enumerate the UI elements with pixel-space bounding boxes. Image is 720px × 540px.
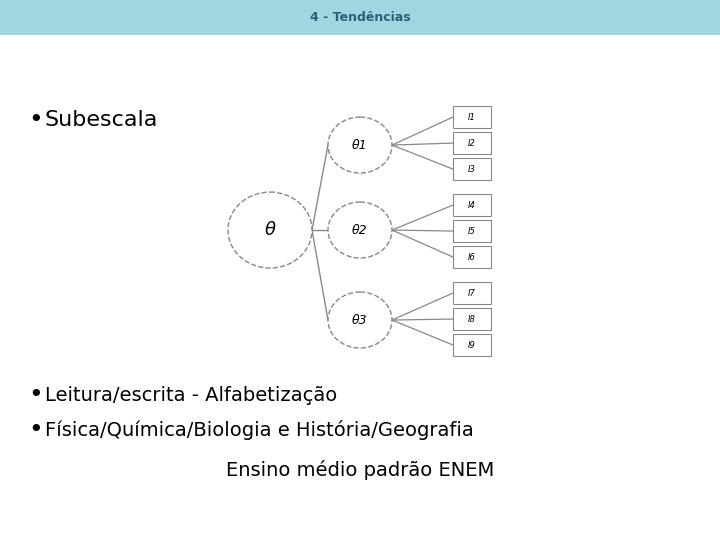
FancyBboxPatch shape [453, 132, 491, 154]
Text: Subescala: Subescala [45, 110, 158, 130]
Ellipse shape [328, 117, 392, 173]
Ellipse shape [328, 292, 392, 348]
Text: I6: I6 [468, 253, 476, 261]
FancyBboxPatch shape [453, 246, 491, 268]
Text: Leitura/escrita - Alfabetização: Leitura/escrita - Alfabetização [45, 386, 337, 404]
Text: I3: I3 [468, 165, 476, 173]
FancyBboxPatch shape [453, 158, 491, 180]
Text: I9: I9 [468, 341, 476, 349]
Text: •: • [28, 383, 42, 407]
Text: •: • [28, 108, 42, 132]
Text: θ: θ [264, 221, 276, 239]
Text: Ensino médio padrão ENEM: Ensino médio padrão ENEM [226, 460, 494, 480]
Text: θ1: θ1 [352, 139, 368, 152]
Text: I8: I8 [468, 314, 476, 323]
Text: θ2: θ2 [352, 224, 368, 237]
Text: 4 - Tendências: 4 - Tendências [310, 11, 410, 24]
Text: θ3: θ3 [352, 314, 368, 327]
Text: I1: I1 [468, 112, 476, 122]
Text: I2: I2 [468, 139, 476, 147]
FancyBboxPatch shape [453, 220, 491, 242]
Ellipse shape [328, 202, 392, 258]
Text: •: • [28, 418, 42, 442]
Ellipse shape [228, 192, 312, 268]
Text: I4: I4 [468, 200, 476, 210]
FancyBboxPatch shape [453, 194, 491, 216]
Text: Física/Química/Biologia e História/Geografia: Física/Química/Biologia e História/Geogr… [45, 420, 474, 440]
Text: I5: I5 [468, 227, 476, 235]
Text: I7: I7 [468, 288, 476, 298]
FancyBboxPatch shape [453, 106, 491, 128]
FancyBboxPatch shape [453, 308, 491, 330]
FancyBboxPatch shape [453, 334, 491, 356]
FancyBboxPatch shape [453, 282, 491, 304]
